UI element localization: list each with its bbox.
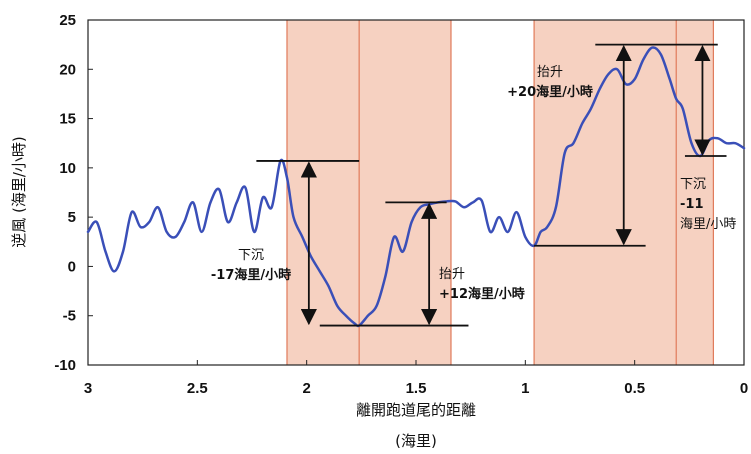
y-tick-marks (88, 19, 93, 366)
x-tick-label-4: 1.5 (406, 380, 427, 397)
x-tick-label-5: 1 (521, 380, 529, 397)
shaded-regions (286, 20, 714, 365)
y-tick-label-6: 0 (68, 258, 76, 275)
annotation-label-4-line3: 海里/小時 (680, 217, 736, 232)
series-line (86, 46, 746, 328)
divider-lines (286, 20, 714, 365)
annotation-label-3-line1: 抬升 (537, 65, 563, 80)
annotation-label-4-line2: -11 (680, 197, 704, 212)
y-tick-label-8: -10 (54, 357, 76, 374)
y-tick-label-4: 10 (59, 160, 76, 177)
x-axis-title: 離開跑道尾的距離 (356, 401, 476, 419)
y-tick-label-2: 20 (59, 61, 76, 78)
y-tick-label-3: 15 (59, 111, 76, 128)
x-tick-label-3: 2 (302, 380, 310, 397)
annotation-label-2-line2: +12海里/小時 (439, 286, 525, 302)
x-tick-label-1: 3 (84, 380, 92, 397)
annotation-label-4-line1: 下沉 (680, 177, 706, 192)
y-tick-label-5: 5 (68, 209, 76, 226)
y-tick-label-7: -5 (63, 308, 76, 325)
y-tick-labels: 25 20 15 10 5 0 -5 -10 (54, 12, 76, 374)
x-axis-unit: (海里) (395, 432, 437, 450)
y-tick-label-1: 25 (59, 12, 76, 29)
x-tick-label-6: 0.5 (624, 380, 645, 397)
annotation-label-1-line1: 下沉 (238, 248, 264, 263)
x-tick-label-7: 0 (740, 380, 748, 397)
annotation-label-2-line1: 抬升 (439, 267, 465, 282)
y-axis-title: 逆風 (海里/小時) (10, 136, 28, 248)
x-tick-marks (87, 360, 745, 365)
annotation-label-1-line2: -17海里/小時 (211, 267, 291, 283)
x-tick-labels: 3 2.5 2 1.5 1 0.5 0 (84, 380, 748, 397)
x-tick-label-2: 2.5 (187, 380, 208, 397)
annotation-label-3-line2: +20海里/小時 (507, 84, 593, 100)
